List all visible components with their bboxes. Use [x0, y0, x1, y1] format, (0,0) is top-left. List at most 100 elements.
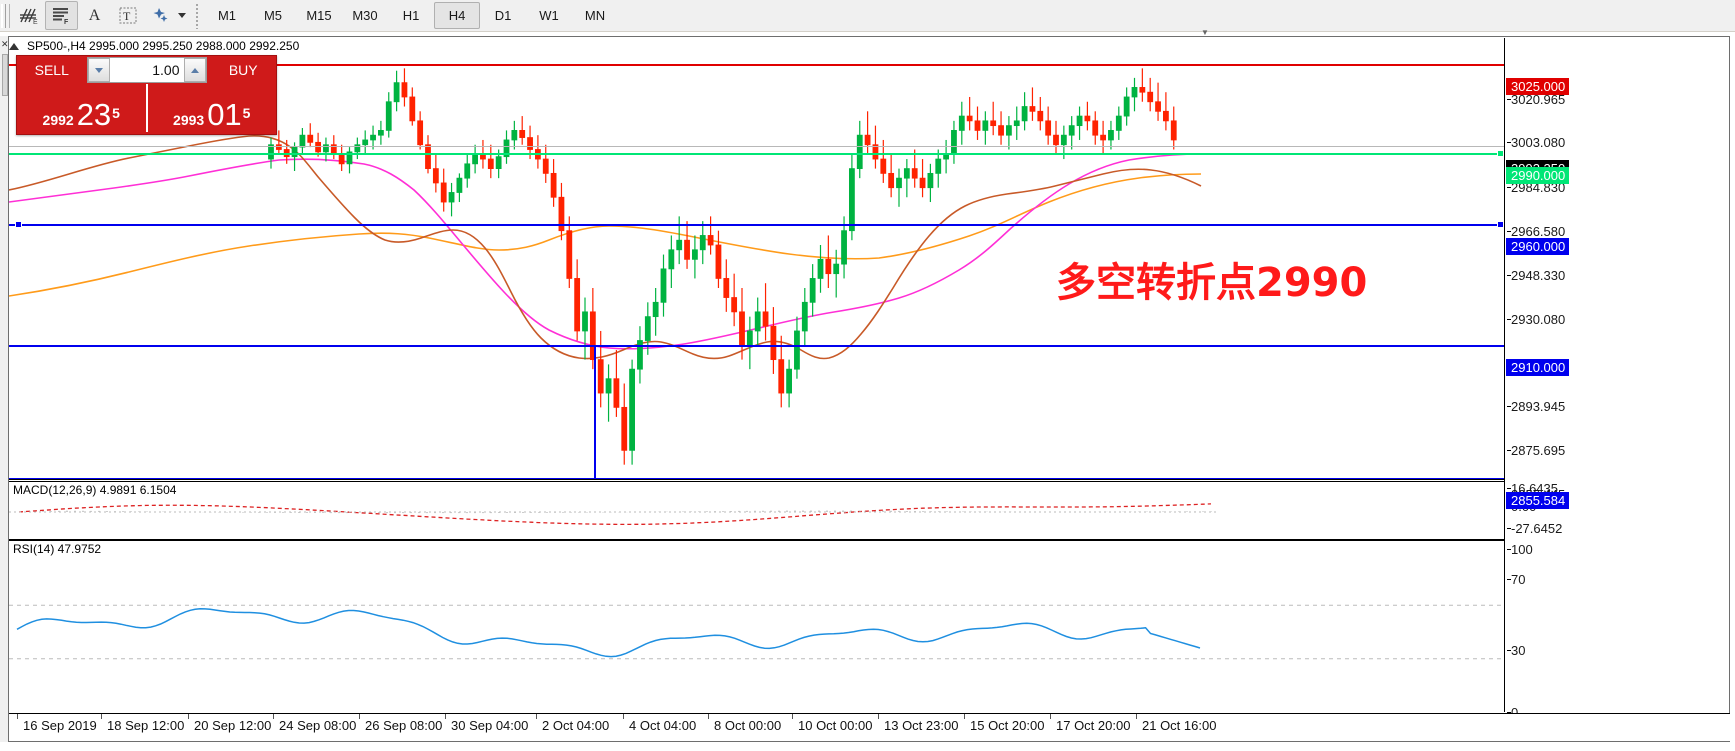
- time-tick-label: 26 Sep 08:00: [365, 718, 443, 733]
- toolbar-separator-grip[interactable]: [195, 2, 200, 29]
- tf-h4[interactable]: H4: [434, 2, 480, 29]
- price-tick: 3003.080: [1505, 135, 1565, 150]
- price-tick: 2966.580: [1505, 224, 1565, 239]
- rsi-pane[interactable]: RSI(14) 47.9752: [9, 540, 1504, 713]
- price-tick-label: 2948.330: [1511, 268, 1566, 283]
- tf-h1[interactable]: H1: [402, 8, 420, 23]
- trade-controls-row: SELL 1.00 BUY: [17, 56, 276, 84]
- chart-annotation-text[interactable]: 多空转折点2990: [1056, 260, 1368, 306]
- price-tick-label: 2966.580: [1511, 224, 1566, 239]
- time-tick-label: 30 Sep 04:00: [451, 718, 529, 733]
- price-tag-2960-000[interactable]: 2960.000: [1506, 238, 1570, 255]
- one-click-trading-panel[interactable]: SELL 1.00 BUY 2992 23 5 2993 01 5: [16, 55, 277, 135]
- buy-button[interactable]: BUY: [228, 62, 258, 78]
- svg-text:E: E: [33, 19, 38, 26]
- time-tick-mark: [188, 714, 189, 719]
- sell-price-major: 23: [76, 97, 112, 132]
- rsi-series: [9, 604, 1504, 660]
- price-axis[interactable]: 3020.965 3003.080 2984.830 2966.580 2948.330…: [1504, 38, 1730, 720]
- sell-price-integer: 2992: [42, 112, 74, 128]
- hline-2990-handle[interactable]: [1497, 150, 1504, 157]
- time-tick-label: 15 Oct 20:00: [970, 718, 1045, 733]
- price-tick: 2893.945: [1505, 399, 1565, 414]
- sell-button[interactable]: SELL: [34, 62, 69, 78]
- time-tick-label: 13 Oct 23:00: [884, 718, 959, 733]
- tf-m5[interactable]: M5: [263, 8, 283, 23]
- svg-text:T: T: [123, 9, 131, 23]
- tf-d1[interactable]: D1: [494, 8, 512, 23]
- tf-m15[interactable]: M15: [306, 8, 332, 23]
- time-tick-mark: [964, 714, 965, 719]
- price-tick-label: 3020.965: [1511, 92, 1566, 107]
- time-tick-mark: [792, 714, 793, 719]
- macd-label: MACD(12,26,9) 4.9891 6.1504: [13, 483, 177, 497]
- objects-dropdown-icon[interactable]: [178, 13, 186, 18]
- price-tag-2990-000[interactable]: 2990.000: [1506, 167, 1570, 184]
- indicators-icon[interactable]: E: [12, 1, 45, 30]
- rsi-label: RSI(14) 47.9752: [13, 542, 102, 556]
- hline-2960-handle[interactable]: [1497, 221, 1504, 228]
- tf-m1[interactable]: M1: [217, 8, 237, 23]
- price-tick: 3020.965: [1505, 92, 1565, 107]
- ma-magenta-line: [9, 153, 1202, 350]
- price-tick-label: 2893.945: [1511, 399, 1566, 414]
- hline-3025[interactable]: [9, 64, 1504, 66]
- price-tag-2910-000[interactable]: 2910.000: [1506, 359, 1570, 376]
- hline-2990[interactable]: [9, 153, 1504, 155]
- rsi-tick: 0: [1505, 705, 1518, 720]
- objects-icon[interactable]: [144, 1, 177, 30]
- time-tick-mark: [708, 714, 709, 719]
- macd-series: [9, 503, 1219, 526]
- buy-price-quote[interactable]: 2993 01 5: [148, 84, 277, 132]
- hline-2960-handle-left[interactable]: [15, 221, 22, 228]
- volume-value[interactable]: 1.00: [152, 62, 180, 78]
- time-axis[interactable]: 16 Sep 2019 18 Sep 12:00 20 Sep 12:00 24 Se…: [9, 713, 1730, 741]
- rsi-tick: 30: [1505, 643, 1525, 658]
- time-tick-label: 2 Oct 04:00: [542, 718, 610, 733]
- time-tick-mark: [445, 714, 446, 719]
- buy-price-integer: 2993: [173, 112, 205, 128]
- time-tick-mark: [878, 714, 879, 719]
- sell-price-quote[interactable]: 2992 23 5: [17, 84, 148, 132]
- hline-2960[interactable]: [9, 224, 1504, 226]
- price-tick: 2875.695: [1505, 443, 1565, 458]
- volume-increase-icon[interactable]: [183, 58, 206, 82]
- price-tag-3025-000[interactable]: 3025.000: [1506, 78, 1570, 95]
- hline-2855-b: [9, 478, 1504, 479]
- time-tick-mark: [1050, 714, 1051, 719]
- time-tick-label: 17 Oct 20:00: [1056, 718, 1131, 733]
- hline-2910[interactable]: [9, 345, 1504, 347]
- trade-quotes-row: 2992 23 5 2993 01 5: [17, 84, 276, 132]
- tf-mn[interactable]: MN: [584, 8, 606, 23]
- tf-w1[interactable]: W1: [539, 8, 559, 23]
- templates-icon[interactable]: F: [45, 1, 78, 30]
- macd-pane[interactable]: MACD(12,26,9) 4.9891 6.1504: [9, 481, 1504, 540]
- close-tab-icon[interactable]: ✕: [1, 39, 9, 49]
- time-tick-mark: [536, 714, 537, 719]
- time-tick-label: 21 Oct 16:00: [1142, 718, 1217, 733]
- rsi-tick: 100: [1505, 542, 1533, 557]
- time-tick-mark: [623, 714, 624, 719]
- time-tick-mark: [1136, 714, 1137, 719]
- price-tag-2855-584[interactable]: 2855.584: [1506, 492, 1570, 509]
- text-tool-icon[interactable]: A: [88, 6, 101, 24]
- scroll-thumb[interactable]: [2, 54, 8, 96]
- price-tick-label: 2875.695: [1511, 443, 1566, 458]
- time-tick-mark: [273, 714, 274, 719]
- macd-tick: -27.6452: [1505, 521, 1562, 536]
- tf-m30[interactable]: M30: [352, 8, 378, 23]
- time-tick-label: 16 Sep 2019: [23, 718, 97, 733]
- volume-stepper[interactable]: 1.00: [86, 57, 207, 83]
- time-tick-label: 18 Sep 12:00: [107, 718, 185, 733]
- collapse-triangle-icon[interactable]: [9, 42, 19, 50]
- buy-price-major: 01: [207, 97, 242, 132]
- hline-current-price: [9, 146, 1504, 147]
- toolbar-grip[interactable]: [1, 3, 10, 28]
- volume-decrease-icon[interactable]: [87, 58, 110, 82]
- time-tick-label: 4 Oct 04:00: [629, 718, 697, 733]
- price-tick-label: 3003.080: [1511, 135, 1566, 150]
- chart-scroll-indicator[interactable]: ▼: [1201, 28, 1209, 37]
- symbol-ohlc-text: SP500-,H4 2995.000 2995.250 2988.000 299…: [27, 39, 300, 53]
- text-label-icon[interactable]: T: [111, 1, 144, 30]
- vline-low-marker: [594, 345, 596, 478]
